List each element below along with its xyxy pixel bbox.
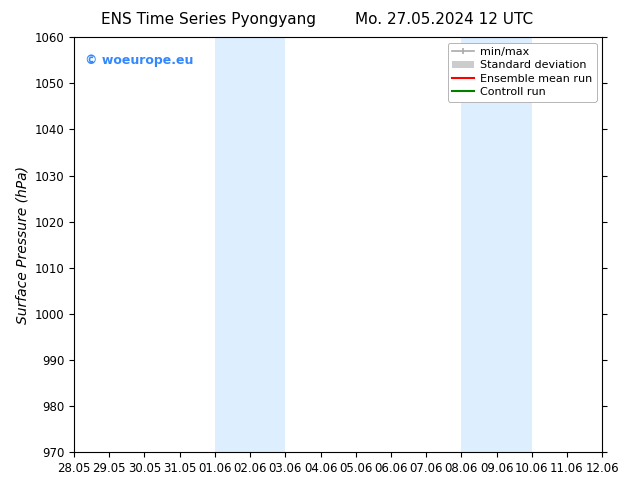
Text: © woeurope.eu: © woeurope.eu [84, 54, 193, 67]
Text: ENS Time Series Pyongyang        Mo. 27.05.2024 12 UTC: ENS Time Series Pyongyang Mo. 27.05.2024… [101, 12, 533, 27]
Legend: min/max, Standard deviation, Ensemble mean run, Controll run: min/max, Standard deviation, Ensemble me… [448, 43, 597, 101]
Bar [462, 37, 532, 452]
Bar [215, 37, 285, 452]
Y-axis label: Surface Pressure (hPa): Surface Pressure (hPa) [15, 166, 29, 324]
